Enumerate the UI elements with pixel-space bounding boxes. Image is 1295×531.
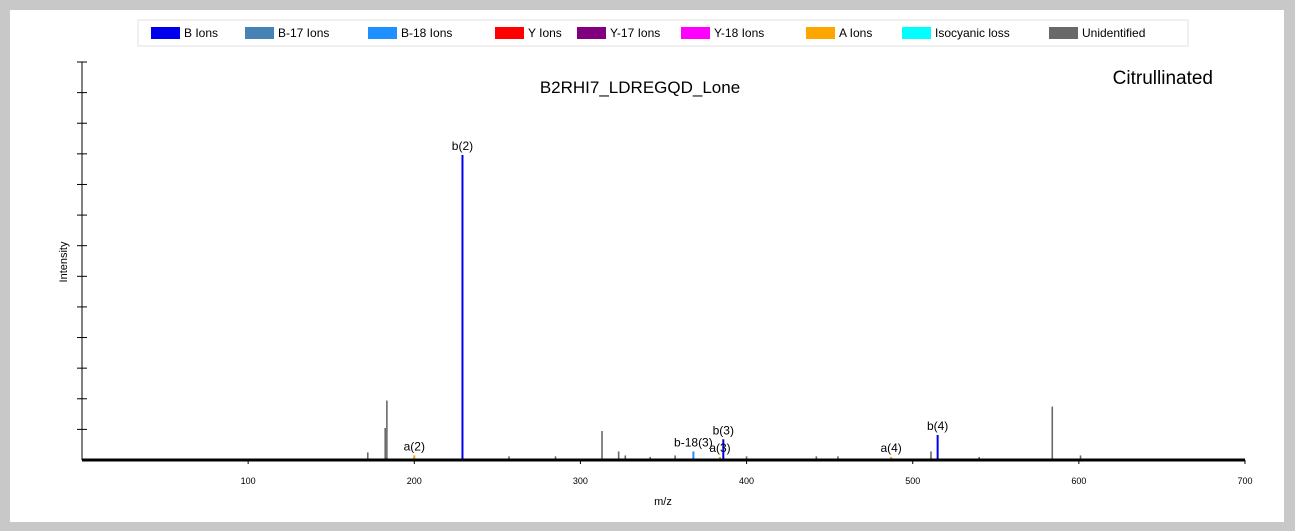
peak-label-b-18-3: b-18(3) bbox=[674, 435, 713, 449]
peak-label-b-3: b(3) bbox=[713, 423, 734, 437]
peak-labels-layer: a(2) b(2) b-18(3)a(3) b(3) a(4) b(4) bbox=[404, 139, 949, 455]
x-tick-label-400: 400 bbox=[739, 476, 754, 486]
peak-label-a-4: a(4) bbox=[880, 441, 901, 455]
chart-panel bbox=[10, 10, 1284, 522]
chart-title: B2RHI7_LDREGQD_Lone bbox=[540, 78, 740, 97]
legend-swatch-a-ions bbox=[806, 27, 835, 39]
y-axis-label: Intensity bbox=[58, 241, 70, 282]
x-tick-label-300: 300 bbox=[573, 476, 588, 486]
x-tick-label-500: 500 bbox=[905, 476, 920, 486]
legend-box bbox=[137, 19, 1189, 47]
x-tick-label-700: 700 bbox=[1237, 476, 1252, 486]
legend-swatch-unidentified bbox=[1049, 27, 1078, 39]
legend-swatch-b-17-ions bbox=[245, 27, 274, 39]
legend-swatch-b-18-ions bbox=[368, 27, 397, 39]
x-tick-label-600: 600 bbox=[1071, 476, 1086, 486]
legend-label-b-18-ions: B-18 Ions bbox=[401, 26, 452, 40]
legend-label-b-ions: B Ions bbox=[184, 26, 218, 40]
legend-swatch-y-17-ions bbox=[577, 27, 606, 39]
legend-label-unidentified: Unidentified bbox=[1082, 26, 1145, 40]
axes-layer: 100 200 300 400 500 600 700 bbox=[77, 61, 1253, 486]
x-axis-label: m/z bbox=[654, 496, 672, 508]
legend-swatch-y-18-ions bbox=[681, 27, 710, 39]
legend-swatch-y-ions bbox=[495, 27, 524, 39]
legend-swatch-isocyanic-loss bbox=[902, 27, 931, 39]
legend-label-y-18-ions: Y-18 Ions bbox=[714, 26, 764, 40]
peak-label-a-2: a(2) bbox=[404, 439, 425, 453]
legend-swatch-b-ions bbox=[151, 27, 180, 39]
legend-label-y-ions: Y Ions bbox=[528, 26, 562, 40]
citrullinated-label: Citrullinated bbox=[1113, 68, 1213, 89]
peak-label-b-2: b(2) bbox=[452, 139, 473, 153]
legend-label-y-17-ions: Y-17 Ions bbox=[610, 26, 660, 40]
legend-label-b-17-ions: B-17 Ions bbox=[278, 26, 329, 40]
x-tick-label-200: 200 bbox=[407, 476, 422, 486]
peak-label-a-3: a(3) bbox=[709, 441, 730, 455]
legend: B Ions B-17 Ions B-18 Ions Y Ions Y-17 Ions Y… bbox=[151, 26, 1145, 40]
peak-label-b-4: b(4) bbox=[927, 419, 948, 433]
legend-label-isocyanic-loss: Isocyanic loss bbox=[935, 26, 1010, 40]
x-tick-label-100: 100 bbox=[241, 476, 256, 486]
legend-label-a-ions: A Ions bbox=[839, 26, 872, 40]
